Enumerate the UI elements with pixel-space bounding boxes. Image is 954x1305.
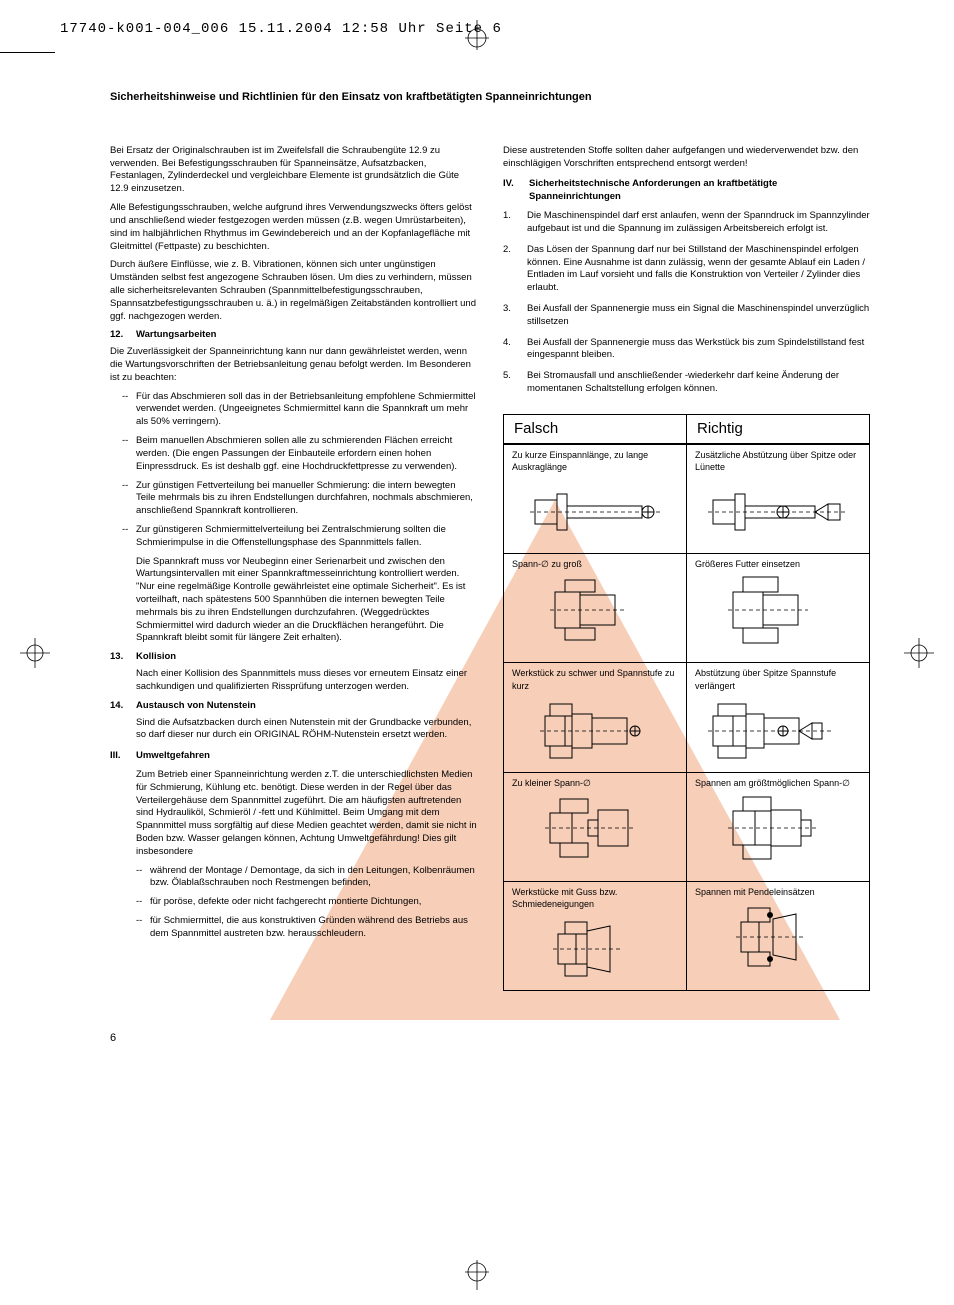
paragraph: Alle Befestigungsschrauben, welche aufgr… xyxy=(110,202,477,253)
registration-mark-left xyxy=(20,638,50,668)
page-content: Sicherheitshinweise und Richtlinien für … xyxy=(110,90,870,991)
page-number: 6 xyxy=(110,1031,116,1046)
paragraph: Sind die Aufsatzbacken durch einen Nuten… xyxy=(136,717,477,743)
bullet: --für Schmiermittel, die aus konstruktiv… xyxy=(136,915,477,941)
heading-12: 12. Wartungsarbeiten xyxy=(110,329,477,342)
bullet: --Für das Abschmieren soll das in der Be… xyxy=(122,391,477,429)
num-item: 4.Bei Ausfall der Spannenergie muss das … xyxy=(503,337,870,363)
left-column: Bei Ersatz der Originalschrauben ist im … xyxy=(110,145,477,991)
diagram-cast-taper xyxy=(512,914,678,984)
col-head-falsch: Falsch xyxy=(504,415,687,444)
diagram-short-clamp xyxy=(512,477,678,547)
bullet: --während der Montage / Demontage, da si… xyxy=(136,865,477,891)
diagram-extended-tailstock xyxy=(695,696,861,766)
paragraph: Die Zuverlässigkeit der Spanneinrichtung… xyxy=(110,346,477,384)
num-item: 3.Bei Ausfall der Spannenergie muss ein … xyxy=(503,303,870,329)
bullet: --Zur günstigen Fettverteilung bei manue… xyxy=(122,480,477,518)
table-row: Spann-∅ zu groß Größeres Futter einsetze… xyxy=(504,553,869,662)
heading-13: 13. Kollision xyxy=(110,651,477,664)
crop-mark-bottom xyxy=(462,1260,492,1290)
table-row: Werkstück zu schwer und Spannstufe zu ku… xyxy=(504,662,869,771)
edge-line xyxy=(0,52,55,53)
bullet: --für poröse, defekte oder nicht fachger… xyxy=(136,896,477,909)
table-row: Zu kurze Einspannlänge, zu lange Auskrag… xyxy=(504,444,869,553)
crop-mark-top xyxy=(462,20,492,50)
paragraph: Die Spannkraft muss vor Neubeginn einer … xyxy=(136,556,477,646)
diagram-pendulum-inserts xyxy=(695,902,861,972)
right-column: Diese austretenden Stoffe sollten daher … xyxy=(503,145,870,991)
bullet: --Zur günstigeren Schmiermittelverteilun… xyxy=(122,524,477,550)
num-item: 5.Bei Stromausfall und anschließender -w… xyxy=(503,370,870,396)
heading-iv: IV. Sicherheitstechnische Anforderungen … xyxy=(503,178,870,204)
diagram-heavy-short xyxy=(512,696,678,766)
page-title: Sicherheitshinweise und Richtlinien für … xyxy=(110,90,870,105)
heading-14: 14. Austausch von Nutenstein xyxy=(110,700,477,713)
diagram-largest-diameter xyxy=(695,793,861,863)
paragraph: Zum Betrieb einer Spanneinrichtung werde… xyxy=(136,769,477,859)
diagram-tailstock-support xyxy=(695,477,861,547)
print-header: 17740-k001-004_006 15.11.2004 12:58 Uhr … xyxy=(60,20,502,39)
paragraph: Durch äußere Einflüsse, wie z. B. Vibrat… xyxy=(110,259,477,323)
diagram-diameter-large xyxy=(512,575,678,645)
num-item: 2.Das Lösen der Spannung darf nur bei St… xyxy=(503,244,870,295)
diagram-small-diameter xyxy=(512,793,678,863)
registration-mark-right xyxy=(904,638,934,668)
num-item: 1.Die Maschinenspindel darf erst anlaufe… xyxy=(503,210,870,236)
falsch-richtig-table: Falsch Richtig Zu kurze Einspannlänge, z… xyxy=(503,414,870,991)
bullet: --Beim manuellen Abschmieren sollen alle… xyxy=(122,435,477,473)
table-row: Zu kleiner Spann-∅ Spannen am größt­mögl… xyxy=(504,772,869,881)
paragraph: Diese austretenden Stoffe sollten daher … xyxy=(503,145,870,171)
heading-iii: III. Umweltgefahren xyxy=(110,750,477,763)
paragraph: Bei Ersatz der Originalschrauben ist im … xyxy=(110,145,477,196)
paragraph: Nach einer Kollision des Spannmittels mu… xyxy=(136,668,477,694)
col-head-richtig: Richtig xyxy=(687,415,869,444)
diagram-larger-chuck xyxy=(695,575,861,645)
table-row: Werkstücke mit Guss bzw. Schmiedeneigung… xyxy=(504,881,869,990)
